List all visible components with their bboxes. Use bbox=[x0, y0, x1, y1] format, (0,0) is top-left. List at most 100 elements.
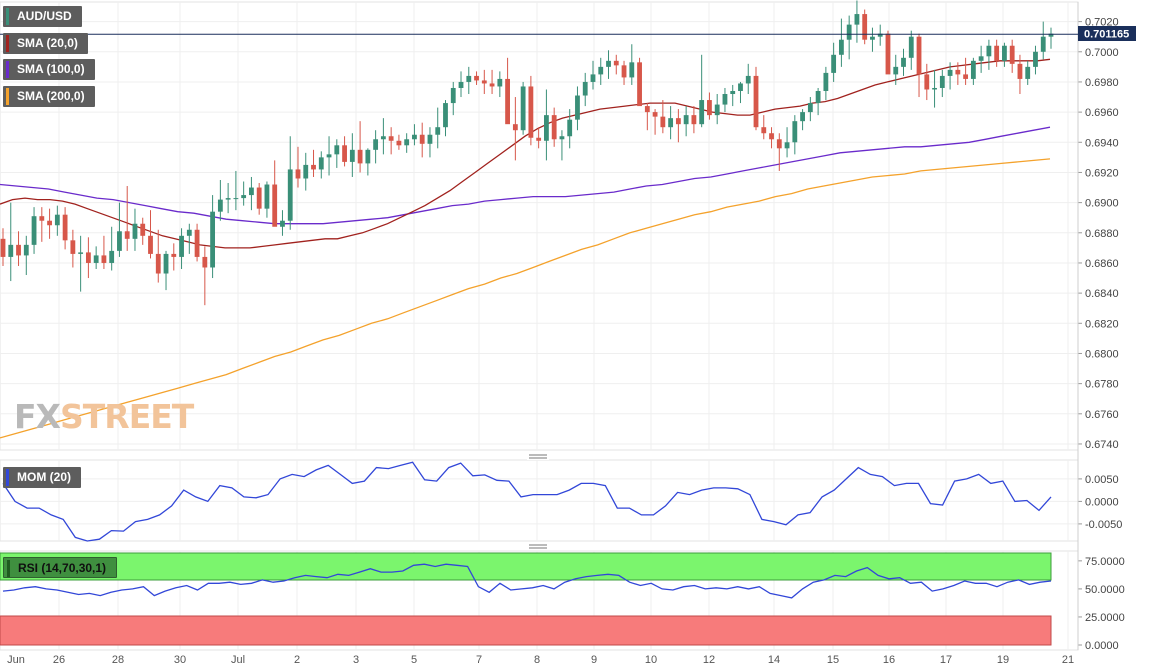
bull-candle bbox=[373, 130, 379, 164]
bear-candle bbox=[862, 9, 868, 45]
bull-candle bbox=[23, 235, 29, 276]
candle-body bbox=[823, 72, 829, 91]
pane-resize-handle-1[interactable] bbox=[527, 453, 549, 460]
rsi-y-tick-label: 0.0000 bbox=[1085, 640, 1119, 652]
sma100-label[interactable]: SMA (100,0) bbox=[3, 59, 95, 80]
candle-body bbox=[155, 253, 161, 274]
bull-candle bbox=[466, 66, 472, 95]
candle-body bbox=[78, 252, 84, 254]
candle-body bbox=[753, 75, 759, 128]
bear-candle bbox=[1017, 54, 1023, 95]
bear-candle bbox=[396, 134, 402, 150]
bull-candle bbox=[901, 48, 906, 76]
candle-body bbox=[831, 54, 837, 73]
bear-candle bbox=[70, 229, 76, 268]
bull-candle bbox=[893, 54, 899, 85]
candle-body bbox=[800, 112, 805, 122]
candle-body bbox=[1025, 66, 1031, 79]
pane-resize-handle-2[interactable] bbox=[527, 543, 549, 550]
bull-candle bbox=[807, 97, 813, 122]
candle-body bbox=[93, 255, 99, 263]
x-tick-label: Jun bbox=[7, 654, 25, 666]
bull-candle bbox=[745, 63, 751, 95]
candle-body bbox=[481, 80, 487, 84]
price-y-tick-label: 0.6920 bbox=[1085, 167, 1119, 179]
x-tick-label: 17 bbox=[940, 654, 952, 666]
candle-body bbox=[838, 39, 844, 55]
candle-body bbox=[0, 238, 6, 257]
x-tick-label: 3 bbox=[353, 654, 359, 666]
last-price-label: 0.701165 bbox=[1084, 29, 1129, 41]
sma20-line bbox=[0, 58, 1051, 249]
candle-body bbox=[365, 149, 371, 164]
bull-candle bbox=[629, 44, 635, 85]
bear-candle bbox=[39, 207, 45, 242]
sma20-swatch bbox=[6, 35, 9, 52]
axis-layer: Jun 26 28 30 Jul 2 3 5 7 8 9 10 12 14 15 16 17 19 21 0.6740… bbox=[7, 2, 1125, 666]
rsi-label[interactable]: RSI (14,70,30,1) bbox=[3, 557, 118, 578]
mom-label[interactable]: MOM (20) bbox=[3, 467, 81, 488]
bull-candle bbox=[280, 210, 285, 236]
mom-swatch bbox=[6, 469, 9, 486]
rsi-y-tick-label: 25.0000 bbox=[1085, 612, 1125, 624]
sma200-label[interactable]: SMA (200,0) bbox=[3, 86, 95, 107]
bull-candle bbox=[598, 57, 604, 85]
bear-candle bbox=[761, 115, 767, 140]
candle-body bbox=[559, 136, 565, 140]
candle-body bbox=[970, 60, 976, 79]
x-tick-label: 15 bbox=[827, 654, 839, 666]
candle-body bbox=[1048, 33, 1054, 37]
bull-candle bbox=[303, 152, 309, 191]
mom-y-tick-label: 0.0050 bbox=[1085, 474, 1119, 486]
bull-candle bbox=[947, 62, 953, 90]
price-y-tick-label: 0.6780 bbox=[1085, 379, 1119, 391]
x-tick-label: 14 bbox=[768, 654, 780, 666]
candle-body bbox=[668, 118, 674, 128]
sma100-line bbox=[0, 126, 1051, 225]
sma-layer bbox=[0, 58, 1051, 439]
candle-body bbox=[714, 104, 720, 116]
momentum-line bbox=[2, 461, 1052, 542]
bear-candle bbox=[202, 246, 208, 306]
candle-body bbox=[404, 139, 410, 146]
x-tick-label: 21 bbox=[1062, 654, 1074, 666]
candle-body bbox=[784, 142, 790, 149]
x-tick-label: 19 bbox=[997, 654, 1009, 666]
bull-candle bbox=[730, 84, 736, 107]
sma20-label[interactable]: SMA (20,0) bbox=[3, 33, 88, 54]
bear-candle bbox=[272, 160, 278, 227]
bear-candle bbox=[481, 69, 487, 95]
bear-candle bbox=[124, 186, 130, 251]
bear-candle bbox=[707, 92, 712, 120]
bear-candle bbox=[47, 208, 52, 239]
mom-y-tick-label: 0.0000 bbox=[1085, 496, 1119, 508]
candle-body bbox=[901, 57, 906, 67]
symbol-label[interactable]: AUD/USD bbox=[3, 6, 82, 27]
bull-candle bbox=[380, 118, 386, 155]
x-tick-label: 30 bbox=[174, 654, 186, 666]
candle-body bbox=[280, 220, 285, 227]
rsi-bands bbox=[0, 552, 1052, 646]
bear-candle bbox=[311, 149, 316, 177]
symbol-swatch bbox=[6, 8, 9, 25]
bull-candle bbox=[264, 181, 270, 218]
candle-body bbox=[994, 45, 1000, 61]
bear-candle bbox=[357, 121, 363, 173]
price-y-tick-label: 0.6960 bbox=[1085, 107, 1119, 119]
candle-body bbox=[101, 255, 107, 263]
bull-candle bbox=[163, 250, 169, 291]
candle-body bbox=[357, 149, 363, 164]
candle-body bbox=[916, 36, 922, 75]
candle-body bbox=[1033, 51, 1038, 67]
bull-candle bbox=[978, 45, 984, 73]
candle-body bbox=[978, 56, 984, 61]
bear-candle bbox=[295, 146, 301, 188]
candle-body bbox=[256, 187, 262, 209]
sma100-text: SMA (100,0) bbox=[17, 62, 85, 76]
bull-candle bbox=[590, 60, 596, 90]
candle-body bbox=[435, 127, 441, 135]
candle-body bbox=[567, 119, 573, 137]
mom-pane-bg bbox=[0, 459, 1079, 542]
bear-candle bbox=[194, 223, 200, 262]
bull-candle bbox=[520, 81, 526, 135]
